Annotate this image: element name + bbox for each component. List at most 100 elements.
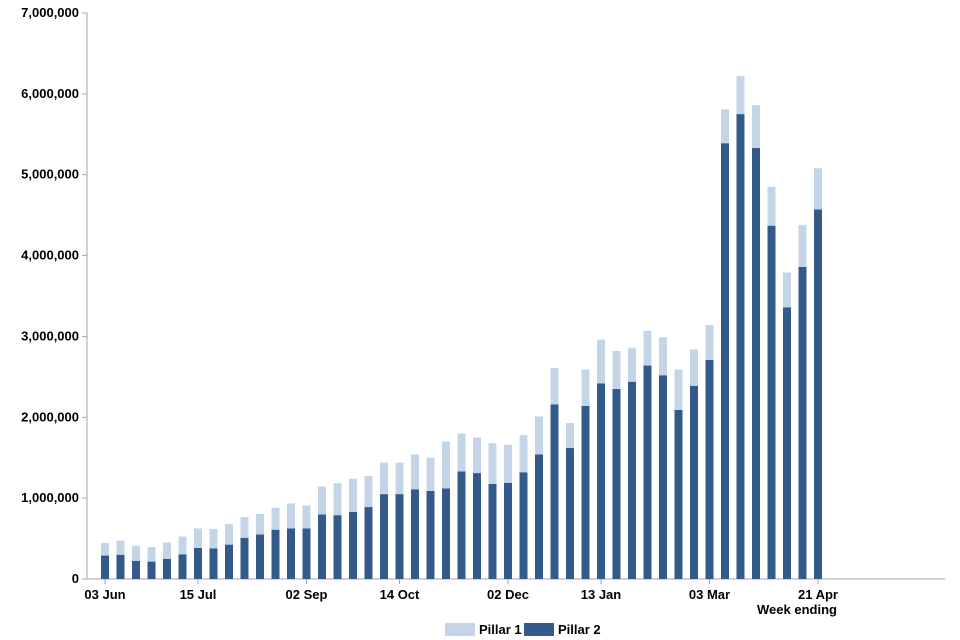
bar-pillar-1 (302, 505, 311, 529)
x-tick-label: 13 Jan (581, 587, 622, 602)
bar-pillar-1 (550, 367, 559, 405)
bar-pillar-1 (659, 337, 667, 376)
bar-pillar-2 (101, 555, 109, 579)
x-tick-label: 02 Dec (487, 587, 529, 602)
legend-swatch-pillar-1 (445, 623, 475, 636)
bar-pillar-2 (659, 375, 667, 579)
bar-pillar-1 (535, 416, 543, 455)
bar-pillar-1 (783, 272, 791, 308)
bar-pillar-2 (318, 514, 326, 579)
bar-pillar-2 (550, 404, 559, 579)
bar-pillar-2 (504, 482, 512, 579)
bar-pillar-2 (302, 528, 311, 579)
bar-pillar-2 (535, 454, 543, 579)
bar-pillar-1 (581, 369, 590, 406)
x-tick-label: 15 Jul (180, 587, 217, 602)
bar-pillar-2 (581, 405, 590, 579)
bar-pillar-1 (178, 536, 187, 555)
bar-pillar-1 (287, 503, 295, 529)
bar-pillar-1 (814, 168, 822, 210)
bar-pillar-1 (132, 545, 140, 561)
bar-pillar-2 (240, 537, 249, 579)
bar-pillar-2 (147, 561, 156, 579)
bar-pillar-2 (721, 143, 729, 579)
bar-pillar-2 (271, 529, 280, 579)
bar-pillar-1 (364, 475, 373, 508)
y-tick-label: 3,000,000 (21, 328, 79, 343)
y-tick-label: 5,000,000 (21, 167, 79, 182)
bar-pillar-2 (380, 494, 388, 579)
bar-pillar-2 (287, 528, 295, 579)
x-axis-title: Week ending (757, 602, 837, 617)
legend-label-pillar-2: Pillar 2 (558, 622, 601, 637)
bar-pillar-2 (116, 554, 125, 579)
y-tick-label: 0 (72, 571, 79, 586)
bar-pillar-2 (163, 558, 171, 579)
bar-pillar-2 (736, 114, 745, 580)
y-tick-label: 1,000,000 (21, 490, 79, 505)
bar-pillar-2 (798, 266, 807, 579)
bar-pillar-2 (519, 472, 528, 579)
bar-pillar-2 (783, 307, 791, 579)
legend-label-pillar-1: Pillar 1 (479, 622, 522, 637)
x-axis: 03 Jun 15 Jul 02 Sep 14 Oct 02 Dec 13 Jan 03 M… (84, 578, 945, 602)
bar-pillar-1 (395, 462, 404, 495)
bar-pillar-2 (705, 359, 714, 579)
bar-pillar-2 (457, 471, 466, 579)
x-tick-label: 21 Apr (798, 587, 838, 602)
bar-pillar-2 (209, 548, 218, 579)
bar-pillar-1 (519, 435, 528, 473)
bar-pillar-2 (767, 225, 776, 579)
bar-pillar-1 (116, 540, 125, 555)
bar-pillar-1 (457, 433, 466, 472)
bar-pillar-1 (333, 483, 342, 516)
bar-pillar-2 (349, 511, 357, 579)
bar-pillar-2 (256, 534, 264, 579)
bar-pillar-1 (147, 547, 156, 562)
bar-pillar-2 (628, 381, 636, 579)
legend: Pillar 1 Pillar 2 (445, 622, 601, 637)
bar-pillar-2 (752, 148, 760, 579)
bar-pillar-2 (597, 383, 605, 579)
bar-pillar-1 (643, 330, 652, 366)
bar-pillar-1 (690, 349, 698, 386)
bar-pillar-2 (364, 507, 373, 579)
y-tick-label: 2,000,000 (21, 409, 79, 424)
bar-pillar-1 (721, 109, 729, 144)
bar-pillar-1 (504, 444, 512, 483)
bar-pillar-2 (225, 544, 233, 579)
bar-pillar-1 (612, 350, 621, 389)
bar-pillar-1 (163, 542, 171, 559)
bar-pillar-1 (194, 528, 202, 548)
bar-pillar-1 (411, 454, 419, 490)
bar-pillar-2 (194, 547, 202, 579)
bar-pillar-2 (643, 365, 652, 579)
bar-pillar-1 (380, 462, 388, 495)
bar-pillar-2 (442, 488, 450, 579)
y-tick-label: 6,000,000 (21, 86, 79, 101)
bar-pillar-1 (101, 543, 109, 556)
bar-pillar-1 (736, 76, 745, 115)
bar-pillar-1 (628, 347, 636, 382)
x-tick-label: 03 Jun (84, 587, 125, 602)
bar-pillar-2 (132, 560, 140, 579)
bar-pillar-1 (426, 457, 435, 491)
bar-pillar-2 (488, 483, 497, 579)
bar-pillar-2 (566, 448, 574, 579)
x-tick-label: 14 Oct (380, 587, 420, 602)
bar-pillar-1 (488, 443, 497, 484)
bar-pillar-2 (814, 209, 822, 580)
bar-pillar-2 (178, 554, 187, 579)
bar-pillar-2 (690, 385, 698, 579)
x-tick-label: 03 Mar (689, 587, 730, 602)
bar-pillar-1 (798, 224, 807, 267)
bar-pillar-1 (705, 325, 714, 360)
bar-pillar-1 (767, 186, 776, 226)
bar-pillar-1 (752, 105, 760, 149)
bar-pillar-1 (473, 437, 481, 474)
bar-pillar-2 (411, 489, 419, 579)
bar-pillar-1 (209, 528, 218, 549)
y-tick-label: 7,000,000 (21, 5, 79, 20)
bar-pillar-2 (426, 490, 435, 579)
